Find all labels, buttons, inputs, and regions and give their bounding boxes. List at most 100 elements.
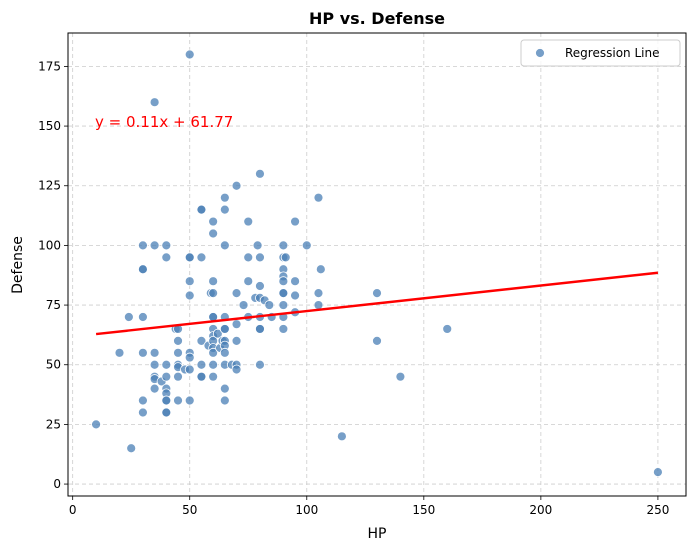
scatter-point (138, 347, 148, 358)
scatter-point (138, 395, 148, 406)
legend: Regression Line (520, 39, 681, 67)
chart-title: HP vs. Defense (309, 9, 445, 28)
scatter-point (138, 407, 148, 418)
x-tick-label: 100 (295, 503, 318, 517)
scatter-point (278, 300, 289, 310)
scatter-point (208, 347, 219, 358)
scatter-point (161, 359, 172, 370)
scatter-point (264, 300, 275, 310)
scatter-point (278, 276, 289, 287)
scatter-point (255, 324, 265, 334)
scatter-point (315, 264, 326, 275)
scatter-point (208, 228, 219, 239)
scatter-point (255, 359, 265, 370)
y-axis-label: Defense (10, 236, 26, 294)
scatter-point (395, 371, 406, 382)
y-tick-label: 175 (38, 59, 61, 73)
scatter-point (231, 288, 242, 299)
scatter-point (138, 264, 148, 275)
scatter-point (313, 300, 324, 310)
scatter-point (243, 216, 254, 227)
scatter-point (219, 204, 230, 215)
scatter-point (208, 371, 219, 382)
scatter-point (173, 371, 183, 382)
scatter-point (161, 240, 172, 251)
scatter-point (149, 347, 160, 358)
scatter-point (161, 371, 172, 382)
scatter-point (219, 192, 230, 203)
scatter-point (184, 290, 195, 301)
scatter-point (161, 395, 172, 406)
scatter-point (161, 407, 172, 418)
scatter-point (280, 252, 291, 263)
scatter-point (219, 395, 230, 406)
scatter-point (149, 97, 160, 108)
x-axis-label: HP (368, 526, 387, 542)
scatter-point (91, 419, 101, 430)
scatter-point (196, 335, 207, 346)
regression-line-group (95, 271, 659, 336)
scatter-point (301, 240, 312, 251)
scatter-point (173, 335, 183, 346)
scatter-point (231, 319, 242, 330)
legend-label: Regression Line (565, 46, 659, 60)
scatter-point (149, 383, 160, 394)
scatter-point (123, 312, 134, 322)
scatter-point (219, 324, 230, 334)
scatter-point (219, 383, 230, 394)
scatter-point (173, 395, 183, 406)
scatter-point (290, 290, 300, 301)
y-tick-label: 25 (46, 417, 61, 431)
scatter-point (219, 347, 230, 358)
scatter-point (255, 168, 265, 179)
scatter-point (208, 288, 219, 299)
y-tick-label: 100 (38, 238, 61, 252)
scatter-point (196, 371, 207, 382)
scatter-point (208, 359, 219, 370)
scatter-point (290, 276, 300, 287)
scatter-point (313, 192, 324, 203)
scatter-points (91, 49, 663, 478)
y-tick-label: 75 (46, 298, 61, 312)
scatter-point (184, 352, 195, 363)
scatter-point (243, 276, 254, 287)
scatter-point (196, 204, 207, 215)
scatter-point (231, 364, 242, 375)
x-axis-ticks: 0 50 100 150 200 250 (69, 496, 669, 517)
scatter-point (114, 347, 125, 358)
scatter-point (196, 359, 207, 370)
scatter-point (184, 395, 195, 406)
scatter-point (313, 288, 324, 299)
scatter-point (138, 240, 148, 251)
scatter-point (184, 49, 195, 60)
y-tick-label: 0 (53, 477, 61, 491)
scatter-point (372, 335, 382, 346)
y-axis-ticks: 0 25 50 75 100 125 150 175 (38, 59, 68, 491)
plot-frame (67, 32, 687, 497)
x-tick-label: 0 (69, 503, 77, 517)
scatter-point (184, 252, 195, 263)
scatter-point (161, 252, 172, 263)
legend-marker (535, 48, 545, 58)
scatter-point (252, 240, 263, 251)
scatter-point (208, 216, 219, 227)
scatter-point (442, 324, 453, 334)
scatter-point (278, 240, 289, 251)
x-tick-label: 150 (412, 503, 435, 517)
x-tick-label: 50 (182, 503, 197, 517)
scatter-point (278, 324, 289, 334)
scatter-point (138, 312, 148, 322)
scatter-point (219, 240, 230, 251)
scatter-point (372, 288, 382, 299)
scatter-point (208, 276, 219, 287)
scatter-point (243, 252, 254, 263)
x-tick-label: 250 (646, 503, 669, 517)
scatter-point (126, 443, 137, 454)
scatter-point (173, 347, 183, 358)
x-tick-label: 200 (529, 503, 552, 517)
y-tick-label: 50 (46, 358, 61, 372)
scatter-point (290, 216, 300, 227)
plot-area (68, 33, 686, 496)
scatter-point (149, 240, 160, 251)
